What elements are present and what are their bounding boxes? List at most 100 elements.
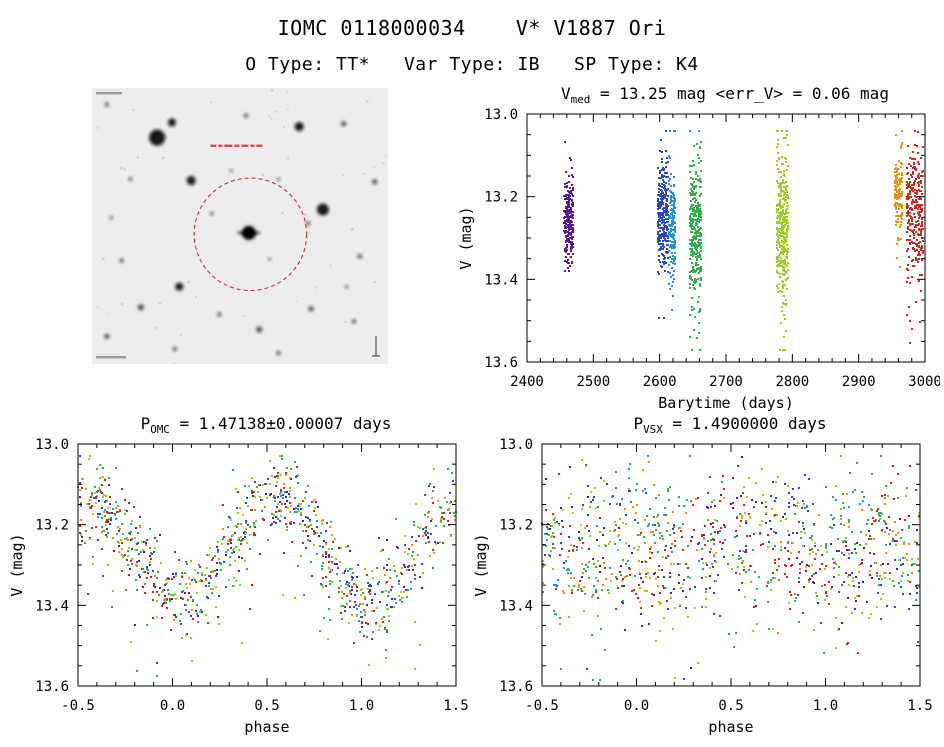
faint-star bbox=[365, 100, 369, 104]
lightcurve-ytick-label: 13.4 bbox=[484, 272, 518, 288]
star bbox=[210, 211, 214, 216]
faint-star bbox=[261, 173, 265, 177]
faint-star bbox=[270, 117, 273, 120]
phase-omc-panel: POMC = 1.47138±0.00007 days -0.5 0.0 0.5 1.… bbox=[6, 414, 468, 744]
lightcurve-points bbox=[906, 130, 924, 344]
phase_omc-ytick-label: 13.6 bbox=[35, 679, 69, 695]
lightcurve-plot-mount: 2400 2500 2600 2700 2800 2900 3000 13.0 13.2 13.4… bbox=[455, 108, 940, 420]
star bbox=[243, 113, 248, 118]
star bbox=[137, 304, 144, 311]
lightcurve-points bbox=[689, 130, 702, 351]
faint-star bbox=[362, 172, 366, 176]
star bbox=[172, 346, 177, 351]
phase_omc-points bbox=[79, 455, 454, 664]
lightcurve-points bbox=[776, 130, 789, 351]
faint-star bbox=[282, 125, 286, 128]
finder-annotation-marks bbox=[234, 144, 240, 147]
phase-omc-plot-mount: -0.5 0.0 0.5 1.0 1.5 13.0 13.2 13.4 13.6 phase V (… bbox=[6, 438, 468, 744]
star bbox=[294, 122, 304, 132]
phase_vsx-ytick-label: 13.0 bbox=[499, 438, 533, 453]
phase_omc-plot: -0.5 0.0 0.5 1.0 1.5 13.0 13.2 13.4 13.6 phase V (… bbox=[8, 438, 468, 736]
lightcurve-xtick-label: 3000 bbox=[908, 374, 940, 390]
lightcurve-xtick-label: 2500 bbox=[576, 374, 610, 390]
faint-star bbox=[158, 301, 162, 305]
phase_omc-xtick-label: 0.5 bbox=[254, 698, 279, 714]
faint-star bbox=[287, 156, 290, 160]
faint-star bbox=[286, 108, 289, 111]
phase_vsx-points bbox=[545, 465, 920, 670]
star bbox=[357, 254, 363, 259]
lightcurve-panel: Vmed = 13.25 mag <err_V> = 0.06 mag 2400… bbox=[455, 84, 940, 420]
finder-annotation-marks bbox=[210, 144, 217, 147]
phase-vsx-title: PVSX = 1.4900000 days bbox=[633, 414, 827, 437]
phase_omc-xtick-label: 1.0 bbox=[349, 698, 374, 714]
faint-star bbox=[120, 302, 124, 306]
lightcurve-plot: 2400 2500 2600 2700 2800 2900 3000 13.0 13.2 13.4… bbox=[457, 108, 940, 412]
target-aperture-circle bbox=[193, 177, 308, 292]
phase_omc-xtick-label: 1.5 bbox=[443, 698, 468, 714]
star bbox=[109, 216, 113, 220]
star bbox=[341, 121, 347, 127]
faint-star bbox=[295, 300, 298, 303]
faint-star bbox=[329, 264, 332, 267]
faint-star bbox=[194, 296, 197, 299]
faint-star bbox=[342, 174, 345, 177]
phase_omc-xtick-label: -0.5 bbox=[61, 698, 95, 714]
star bbox=[351, 319, 356, 324]
faint-star bbox=[119, 166, 123, 170]
faint-star bbox=[267, 114, 270, 117]
lightcurve-xlabel: Barytime (days) bbox=[658, 394, 793, 412]
star bbox=[276, 177, 280, 181]
phase_vsx-xtick-label: -0.5 bbox=[525, 698, 559, 714]
lightcurve-title: Vmed = 13.25 mag <err_V> = 0.06 mag bbox=[561, 84, 889, 107]
finder-corner-label-top bbox=[96, 92, 122, 95]
faint-star bbox=[136, 156, 140, 159]
finder-chart-image bbox=[92, 88, 388, 364]
phase_vsx-ytick-label: 13.2 bbox=[499, 518, 533, 534]
finder-background bbox=[92, 88, 388, 364]
lightcurve-xtick-label: 2400 bbox=[510, 374, 544, 390]
lightcurve-points bbox=[894, 130, 903, 268]
phase_omc-points bbox=[79, 466, 451, 640]
phase_omc-points bbox=[80, 458, 457, 677]
star bbox=[229, 169, 233, 173]
phase_omc-xtick-label: 0.0 bbox=[160, 698, 185, 714]
star bbox=[186, 175, 196, 185]
faint-star bbox=[173, 362, 176, 364]
faint-star bbox=[275, 110, 278, 113]
faint-star bbox=[179, 334, 182, 337]
lightcurve-xtick-label: 2800 bbox=[775, 374, 809, 390]
star bbox=[104, 333, 110, 339]
faint-star bbox=[102, 257, 105, 261]
faint-star bbox=[106, 312, 109, 315]
phase_vsx-xtick-label: 1.0 bbox=[813, 698, 838, 714]
phase_omc-xlabel: phase bbox=[244, 718, 289, 736]
lightcurve-ylabel: V (mag) bbox=[457, 206, 475, 269]
phase_omc-points bbox=[84, 455, 456, 672]
faint-star bbox=[373, 280, 377, 284]
faint-star bbox=[96, 306, 99, 308]
faint-star bbox=[96, 126, 99, 129]
phase_vsx-xtick-label: 1.5 bbox=[907, 698, 932, 714]
finder-annotation-marks bbox=[218, 144, 223, 147]
phase_omc-points bbox=[80, 455, 450, 670]
phase_vsx-ytick-label: 13.4 bbox=[499, 598, 533, 614]
star bbox=[306, 221, 311, 226]
star bbox=[268, 257, 271, 261]
lightcurve-xtick-label: 2700 bbox=[709, 374, 743, 390]
faint-star bbox=[242, 315, 245, 318]
faint-star bbox=[303, 212, 307, 216]
finder-annotation-marks bbox=[241, 144, 249, 147]
phase_vsx-ytick-label: 13.6 bbox=[499, 679, 533, 695]
star bbox=[104, 102, 109, 107]
lightcurve-points bbox=[563, 141, 574, 272]
lightcurve-ytick-label: 13.6 bbox=[484, 355, 518, 371]
faint-star bbox=[123, 167, 126, 171]
faint-star bbox=[384, 154, 387, 157]
faint-star bbox=[314, 286, 317, 289]
star bbox=[345, 285, 349, 289]
phase_omc-ytick-label: 13.2 bbox=[35, 518, 69, 534]
star bbox=[175, 282, 184, 291]
finder-chart-svg bbox=[92, 88, 388, 364]
lightcurve-points bbox=[668, 130, 676, 311]
